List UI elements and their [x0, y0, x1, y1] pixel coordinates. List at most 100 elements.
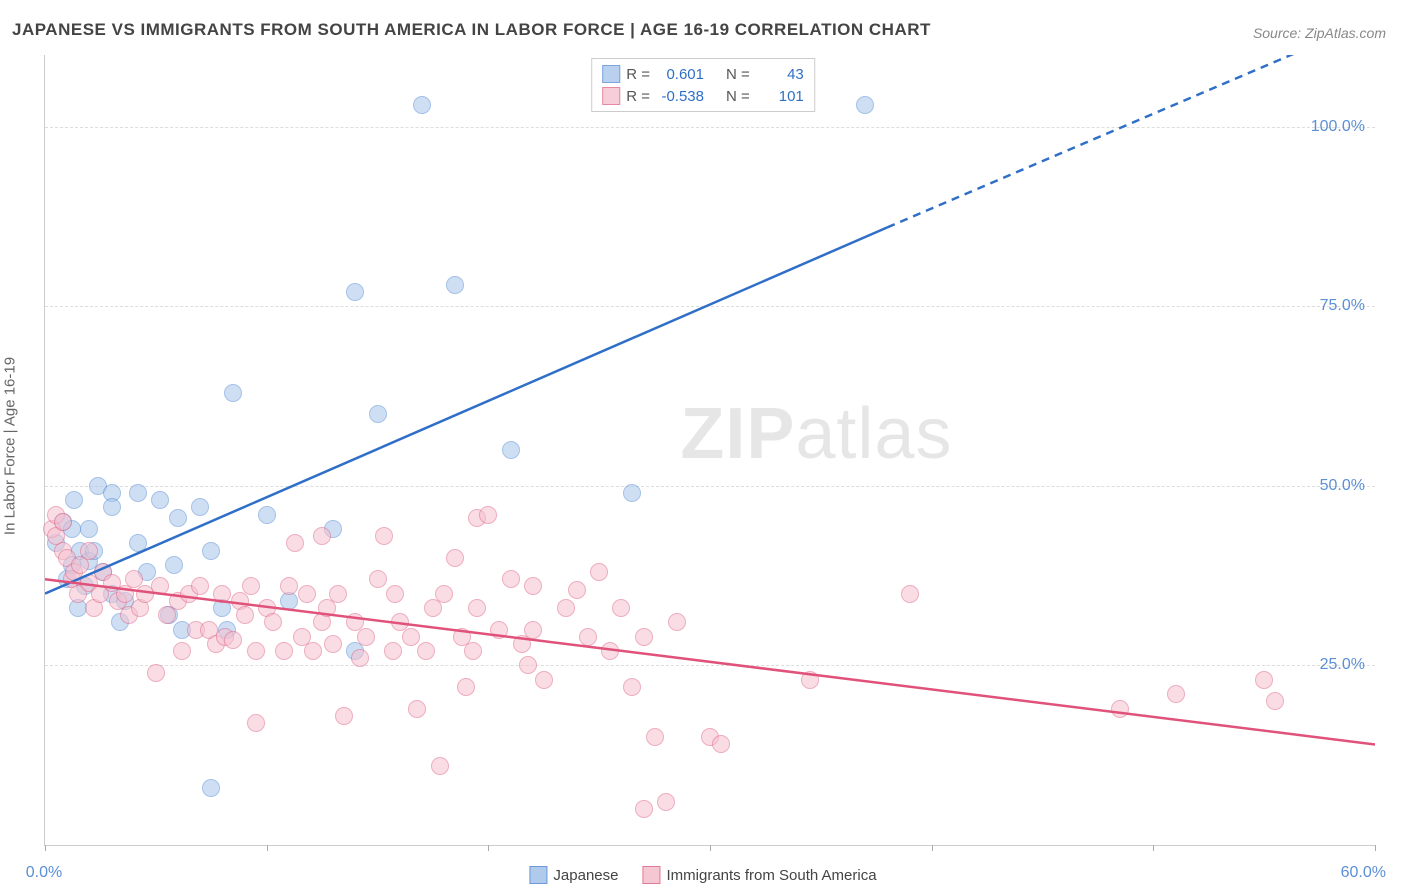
- data-point: [369, 570, 387, 588]
- legend-swatch: [529, 866, 547, 884]
- data-point: [502, 441, 520, 459]
- y-tick-label: 50.0%: [1320, 477, 1365, 495]
- data-point: [417, 642, 435, 660]
- y-tick-label: 25.0%: [1320, 656, 1365, 674]
- data-point: [351, 649, 369, 667]
- data-point: [384, 642, 402, 660]
- data-point: [151, 491, 169, 509]
- legend-label: Japanese: [553, 867, 618, 884]
- legend-item: Japanese: [529, 866, 618, 884]
- y-axis-label: In Labor Force | Age 16-19: [2, 357, 19, 535]
- r-label: R =: [626, 66, 650, 83]
- data-point: [612, 599, 630, 617]
- data-point: [258, 506, 276, 524]
- data-point: [408, 700, 426, 718]
- data-point: [369, 405, 387, 423]
- x-tick: [710, 845, 711, 851]
- legend-label: Immigrants from South America: [666, 867, 876, 884]
- data-point: [54, 513, 72, 531]
- gridline: [45, 306, 1375, 307]
- n-label: N =: [726, 88, 750, 105]
- x-tick: [1153, 845, 1154, 851]
- x-axis-min-label: 0.0%: [26, 864, 62, 882]
- correlation-legend: R =0.601N =43R =-0.538N =101: [591, 58, 815, 112]
- data-point: [590, 563, 608, 581]
- data-point: [801, 671, 819, 689]
- data-point: [357, 628, 375, 646]
- series-legend: Japanese Immigrants from South America: [529, 866, 876, 884]
- data-point: [280, 577, 298, 595]
- data-point: [668, 613, 686, 631]
- x-tick: [45, 845, 46, 851]
- data-point: [431, 757, 449, 775]
- n-value: 101: [756, 88, 804, 105]
- legend-swatch: [602, 65, 620, 83]
- data-point: [712, 735, 730, 753]
- data-point: [557, 599, 575, 617]
- data-point: [242, 577, 260, 595]
- data-point: [1111, 700, 1129, 718]
- data-point: [402, 628, 420, 646]
- watermark: ZIPatlas: [680, 393, 952, 475]
- data-point: [657, 793, 675, 811]
- data-point: [129, 534, 147, 552]
- data-point: [264, 613, 282, 631]
- y-tick-label: 100.0%: [1311, 118, 1365, 136]
- data-point: [490, 621, 508, 639]
- data-point: [579, 628, 597, 646]
- data-point: [202, 542, 220, 560]
- x-tick: [488, 845, 489, 851]
- data-point: [191, 498, 209, 516]
- data-point: [169, 509, 187, 527]
- legend-swatch: [602, 87, 620, 105]
- data-point: [173, 642, 191, 660]
- data-point: [568, 581, 586, 599]
- data-point: [901, 585, 919, 603]
- data-point: [375, 527, 393, 545]
- data-point: [524, 577, 542, 595]
- data-point: [213, 585, 231, 603]
- data-point: [224, 384, 242, 402]
- data-point: [224, 631, 242, 649]
- data-point: [103, 498, 121, 516]
- data-point: [635, 628, 653, 646]
- data-point: [247, 714, 265, 732]
- data-point: [646, 728, 664, 746]
- data-point: [601, 642, 619, 660]
- plot-area: ZIPatlas 25.0%50.0%75.0%100.0%: [44, 55, 1375, 846]
- data-point: [80, 520, 98, 538]
- data-point: [298, 585, 316, 603]
- data-point: [286, 534, 304, 552]
- data-point: [80, 542, 98, 560]
- data-point: [346, 283, 364, 301]
- gridline: [45, 127, 1375, 128]
- data-point: [623, 678, 641, 696]
- data-point: [236, 606, 254, 624]
- data-point: [464, 642, 482, 660]
- x-tick: [932, 845, 933, 851]
- data-point: [524, 621, 542, 639]
- data-point: [1255, 671, 1273, 689]
- data-point: [304, 642, 322, 660]
- x-tick: [267, 845, 268, 851]
- legend-item: Immigrants from South America: [642, 866, 876, 884]
- data-point: [1167, 685, 1185, 703]
- data-point: [623, 484, 641, 502]
- data-point: [191, 577, 209, 595]
- data-point: [446, 549, 464, 567]
- data-point: [151, 577, 169, 595]
- data-point: [502, 570, 520, 588]
- legend-row: R =0.601N =43: [602, 63, 804, 85]
- data-point: [519, 656, 537, 674]
- data-point: [856, 96, 874, 114]
- data-point: [635, 800, 653, 818]
- data-point: [247, 642, 265, 660]
- gridline: [45, 486, 1375, 487]
- data-point: [413, 96, 431, 114]
- data-point: [129, 484, 147, 502]
- data-point: [324, 635, 342, 653]
- data-point: [313, 527, 331, 545]
- legend-row: R =-0.538N =101: [602, 85, 804, 107]
- data-point: [468, 599, 486, 617]
- data-point: [65, 491, 83, 509]
